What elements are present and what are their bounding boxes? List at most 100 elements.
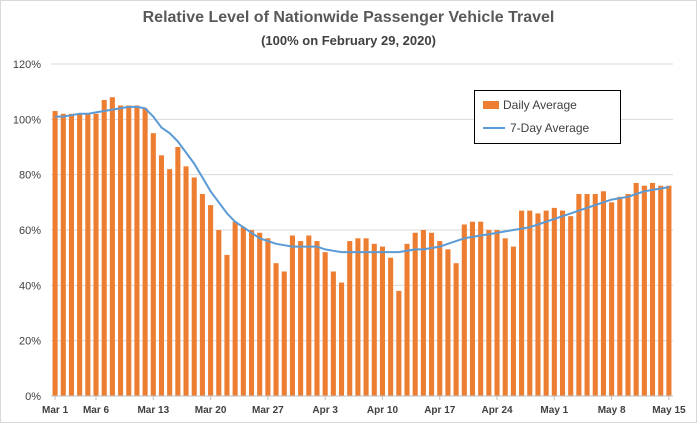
- bar: [519, 210, 525, 396]
- y-tick-label: 100%: [13, 114, 41, 126]
- bar: [486, 230, 492, 396]
- bar: [420, 230, 426, 396]
- bar: [257, 232, 263, 396]
- bar: [118, 105, 124, 396]
- bar: [347, 241, 353, 396]
- bar: [592, 194, 598, 396]
- y-tick-label: 80%: [19, 170, 41, 182]
- bar: [322, 252, 328, 396]
- bar: [617, 196, 623, 396]
- legend: Daily Average 7-Day Average: [474, 90, 621, 144]
- bar: [494, 230, 500, 396]
- bar: [191, 177, 197, 396]
- daily-average-bars: [52, 97, 672, 397]
- legend-item-daily-average: Daily Average: [483, 98, 577, 112]
- bar: [404, 243, 410, 396]
- bar: [52, 111, 58, 397]
- bar: [551, 207, 557, 396]
- bar: [273, 263, 279, 396]
- x-tick-label: Mar 27: [252, 405, 284, 416]
- y-tick-label: 20%: [19, 336, 41, 348]
- bar: [339, 282, 345, 396]
- legend-swatch-line: [483, 127, 505, 129]
- bar: [437, 241, 443, 396]
- bar: [412, 232, 418, 396]
- x-tick-label: Apr 17: [424, 405, 456, 416]
- bar: [248, 230, 255, 396]
- bar: [453, 263, 459, 396]
- bar: [535, 213, 541, 396]
- bar: [445, 249, 451, 396]
- seven-day-average-line: [55, 105, 670, 254]
- y-tick-label: 60%: [19, 225, 41, 237]
- x-tick-label: May 15: [652, 405, 686, 416]
- bar: [175, 147, 181, 396]
- bar: [68, 113, 74, 397]
- bar: [199, 194, 205, 396]
- chart-subtitle: (100% on February 29, 2020): [261, 33, 436, 48]
- bar: [469, 221, 476, 396]
- legend-label-daily-average: Daily Average: [503, 98, 577, 112]
- bar: [281, 271, 287, 396]
- bar: [609, 202, 615, 396]
- bar: [510, 246, 516, 396]
- legend-swatch-bar: [483, 101, 499, 109]
- bar: [330, 271, 336, 396]
- bar: [216, 230, 222, 396]
- bar: [224, 254, 230, 396]
- x-tick-label: Mar 13: [137, 405, 169, 416]
- bar: [101, 99, 107, 396]
- x-tick-label: May 8: [598, 405, 626, 416]
- x-tick-label: Mar 1: [42, 405, 69, 416]
- bar: [478, 221, 484, 396]
- y-tick-label: 40%: [19, 280, 41, 292]
- bar: [666, 185, 672, 396]
- bar: [306, 235, 312, 396]
- x-tick-label: Mar 20: [195, 405, 227, 416]
- bar: [314, 241, 320, 396]
- bar: [167, 169, 173, 396]
- bar: [568, 216, 574, 396]
- bar: [134, 105, 140, 396]
- bar: [142, 108, 148, 397]
- x-tick-label: Apr 10: [367, 405, 399, 416]
- bar: [183, 166, 189, 396]
- bar: [85, 113, 91, 397]
- bar: [208, 205, 214, 396]
- x-tick-label: Mar 6: [83, 405, 110, 416]
- bar: [641, 185, 647, 396]
- bar: [650, 182, 656, 396]
- bar: [355, 238, 361, 396]
- bar: [461, 224, 467, 396]
- bar: [625, 194, 631, 396]
- y-tick-label: 0%: [25, 391, 41, 403]
- bar: [576, 194, 582, 396]
- x-tick-label: Apr 24: [481, 405, 513, 416]
- bar: [289, 235, 295, 396]
- legend-label-7-day-average: 7-Day Average: [510, 121, 590, 135]
- bar: [502, 238, 508, 396]
- chart-title: Relative Level of Nationwide Passenger V…: [142, 9, 555, 26]
- bar: [158, 155, 165, 396]
- bar: [363, 238, 369, 396]
- bar: [658, 185, 664, 396]
- bar: [126, 105, 132, 396]
- bar: [265, 238, 271, 396]
- bar: [429, 232, 435, 396]
- bar: [584, 194, 590, 396]
- x-tick-label: Apr 3: [312, 405, 338, 416]
- bar: [633, 182, 639, 396]
- bar: [559, 210, 566, 396]
- bar: [60, 113, 66, 397]
- bar: [109, 97, 115, 396]
- x-tick-label: May 1: [540, 405, 568, 416]
- bar: [93, 113, 99, 397]
- bar: [379, 246, 385, 396]
- y-tick-label: 120%: [13, 59, 41, 71]
- bar: [240, 227, 246, 396]
- bar: [543, 210, 549, 396]
- seven-day-average-series: [55, 105, 670, 254]
- bar: [150, 133, 156, 396]
